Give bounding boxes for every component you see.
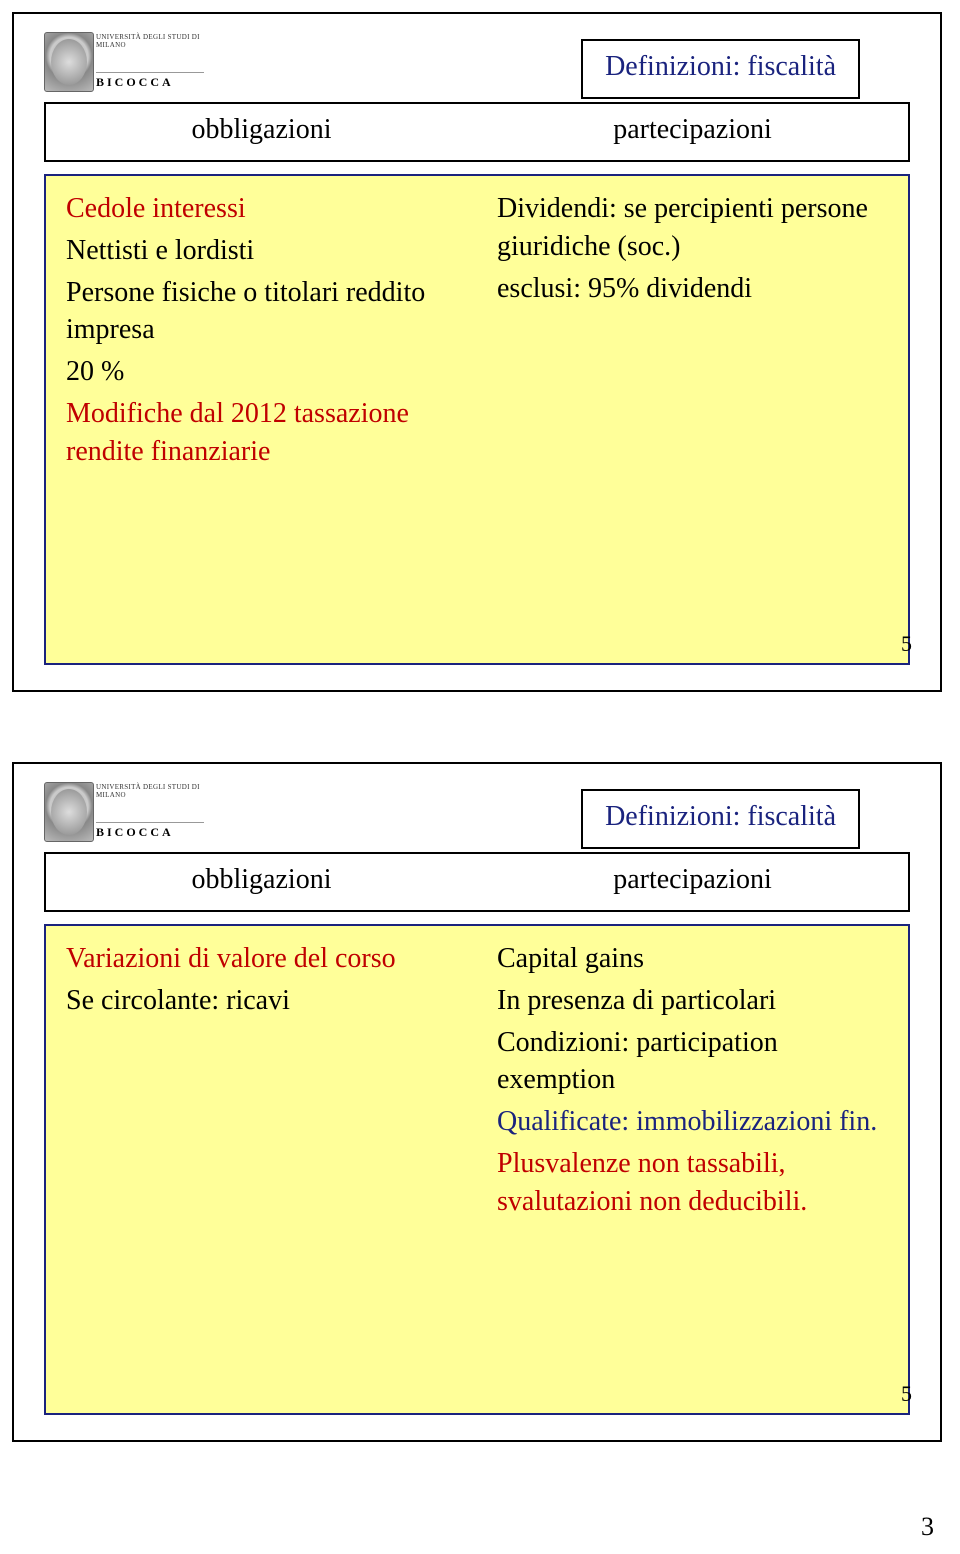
header-obbligazioni: obbligazioni [46,854,477,910]
text-line: Cedole interessi [66,190,457,228]
slide-1: UNIVERSITÀ DEGLI STUDI DI MILANO BICOCCA… [12,12,942,692]
logo-bottom-text: BICOCCA [96,822,204,840]
slide-2: UNIVERSITÀ DEGLI STUDI DI MILANO BICOCCA… [12,762,942,1442]
page-number: 3 [12,1512,942,1542]
column-headers: obbligazioni partecipazioni [44,852,910,912]
logo-bottom-text: BICOCCA [96,72,204,90]
logo-top-text: UNIVERSITÀ DEGLI STUDI DI MILANO [96,784,204,799]
right-column: Capital gains In presenza di particolari… [477,926,908,1413]
slide-marker: 5 [901,631,912,657]
text-line: esclusi: 95% dividendi [497,270,888,308]
header-partecipazioni: partecipazioni [477,104,908,160]
logo-seal-icon [44,32,94,92]
content-box: Variazioni di valore del corso Se circol… [44,924,910,1415]
left-column: Cedole interessi Nettisti e lordisti Per… [46,176,477,663]
text-line: Persone fisiche o titolari reddito impre… [66,274,457,350]
university-logo: UNIVERSITÀ DEGLI STUDI DI MILANO BICOCCA [44,782,204,842]
slide-marker: 5 [901,1381,912,1407]
text-line: Variazioni di valore del corso [66,940,457,978]
text-line: Nettisti e lordisti [66,232,457,270]
left-column: Variazioni di valore del corso Se circol… [46,926,477,1413]
text-line: Capital gains [497,940,888,978]
text-line: Condizioni: participation exemption [497,1024,888,1100]
text-line: 20 % [66,353,457,391]
university-logo: UNIVERSITÀ DEGLI STUDI DI MILANO BICOCCA [44,32,204,92]
header-partecipazioni: partecipazioni [477,854,908,910]
content-box: Cedole interessi Nettisti e lordisti Per… [44,174,910,665]
logo-text: UNIVERSITÀ DEGLI STUDI DI MILANO BICOCCA [96,32,204,92]
logo-seal-icon [44,782,94,842]
slide-title: Definizioni: fiscalità [581,789,860,849]
text-line: Plusvalenze non tassabili, svalutazioni … [497,1145,888,1221]
text-line: Dividendi: se percipienti persone giurid… [497,190,888,266]
slide-title: Definizioni: fiscalità [581,39,860,99]
column-headers: obbligazioni partecipazioni [44,102,910,162]
logo-text: UNIVERSITÀ DEGLI STUDI DI MILANO BICOCCA [96,782,204,842]
text-line: Modifiche dal 2012 tassazione rendite fi… [66,395,457,471]
header-obbligazioni: obbligazioni [46,104,477,160]
text-line: In presenza di particolari [497,982,888,1020]
right-column: Dividendi: se percipienti persone giurid… [477,176,908,663]
text-line: Se circolante: ricavi [66,982,457,1020]
logo-top-text: UNIVERSITÀ DEGLI STUDI DI MILANO [96,34,204,49]
text-line: Qualificate: immobilizzazioni fin. [497,1103,888,1141]
